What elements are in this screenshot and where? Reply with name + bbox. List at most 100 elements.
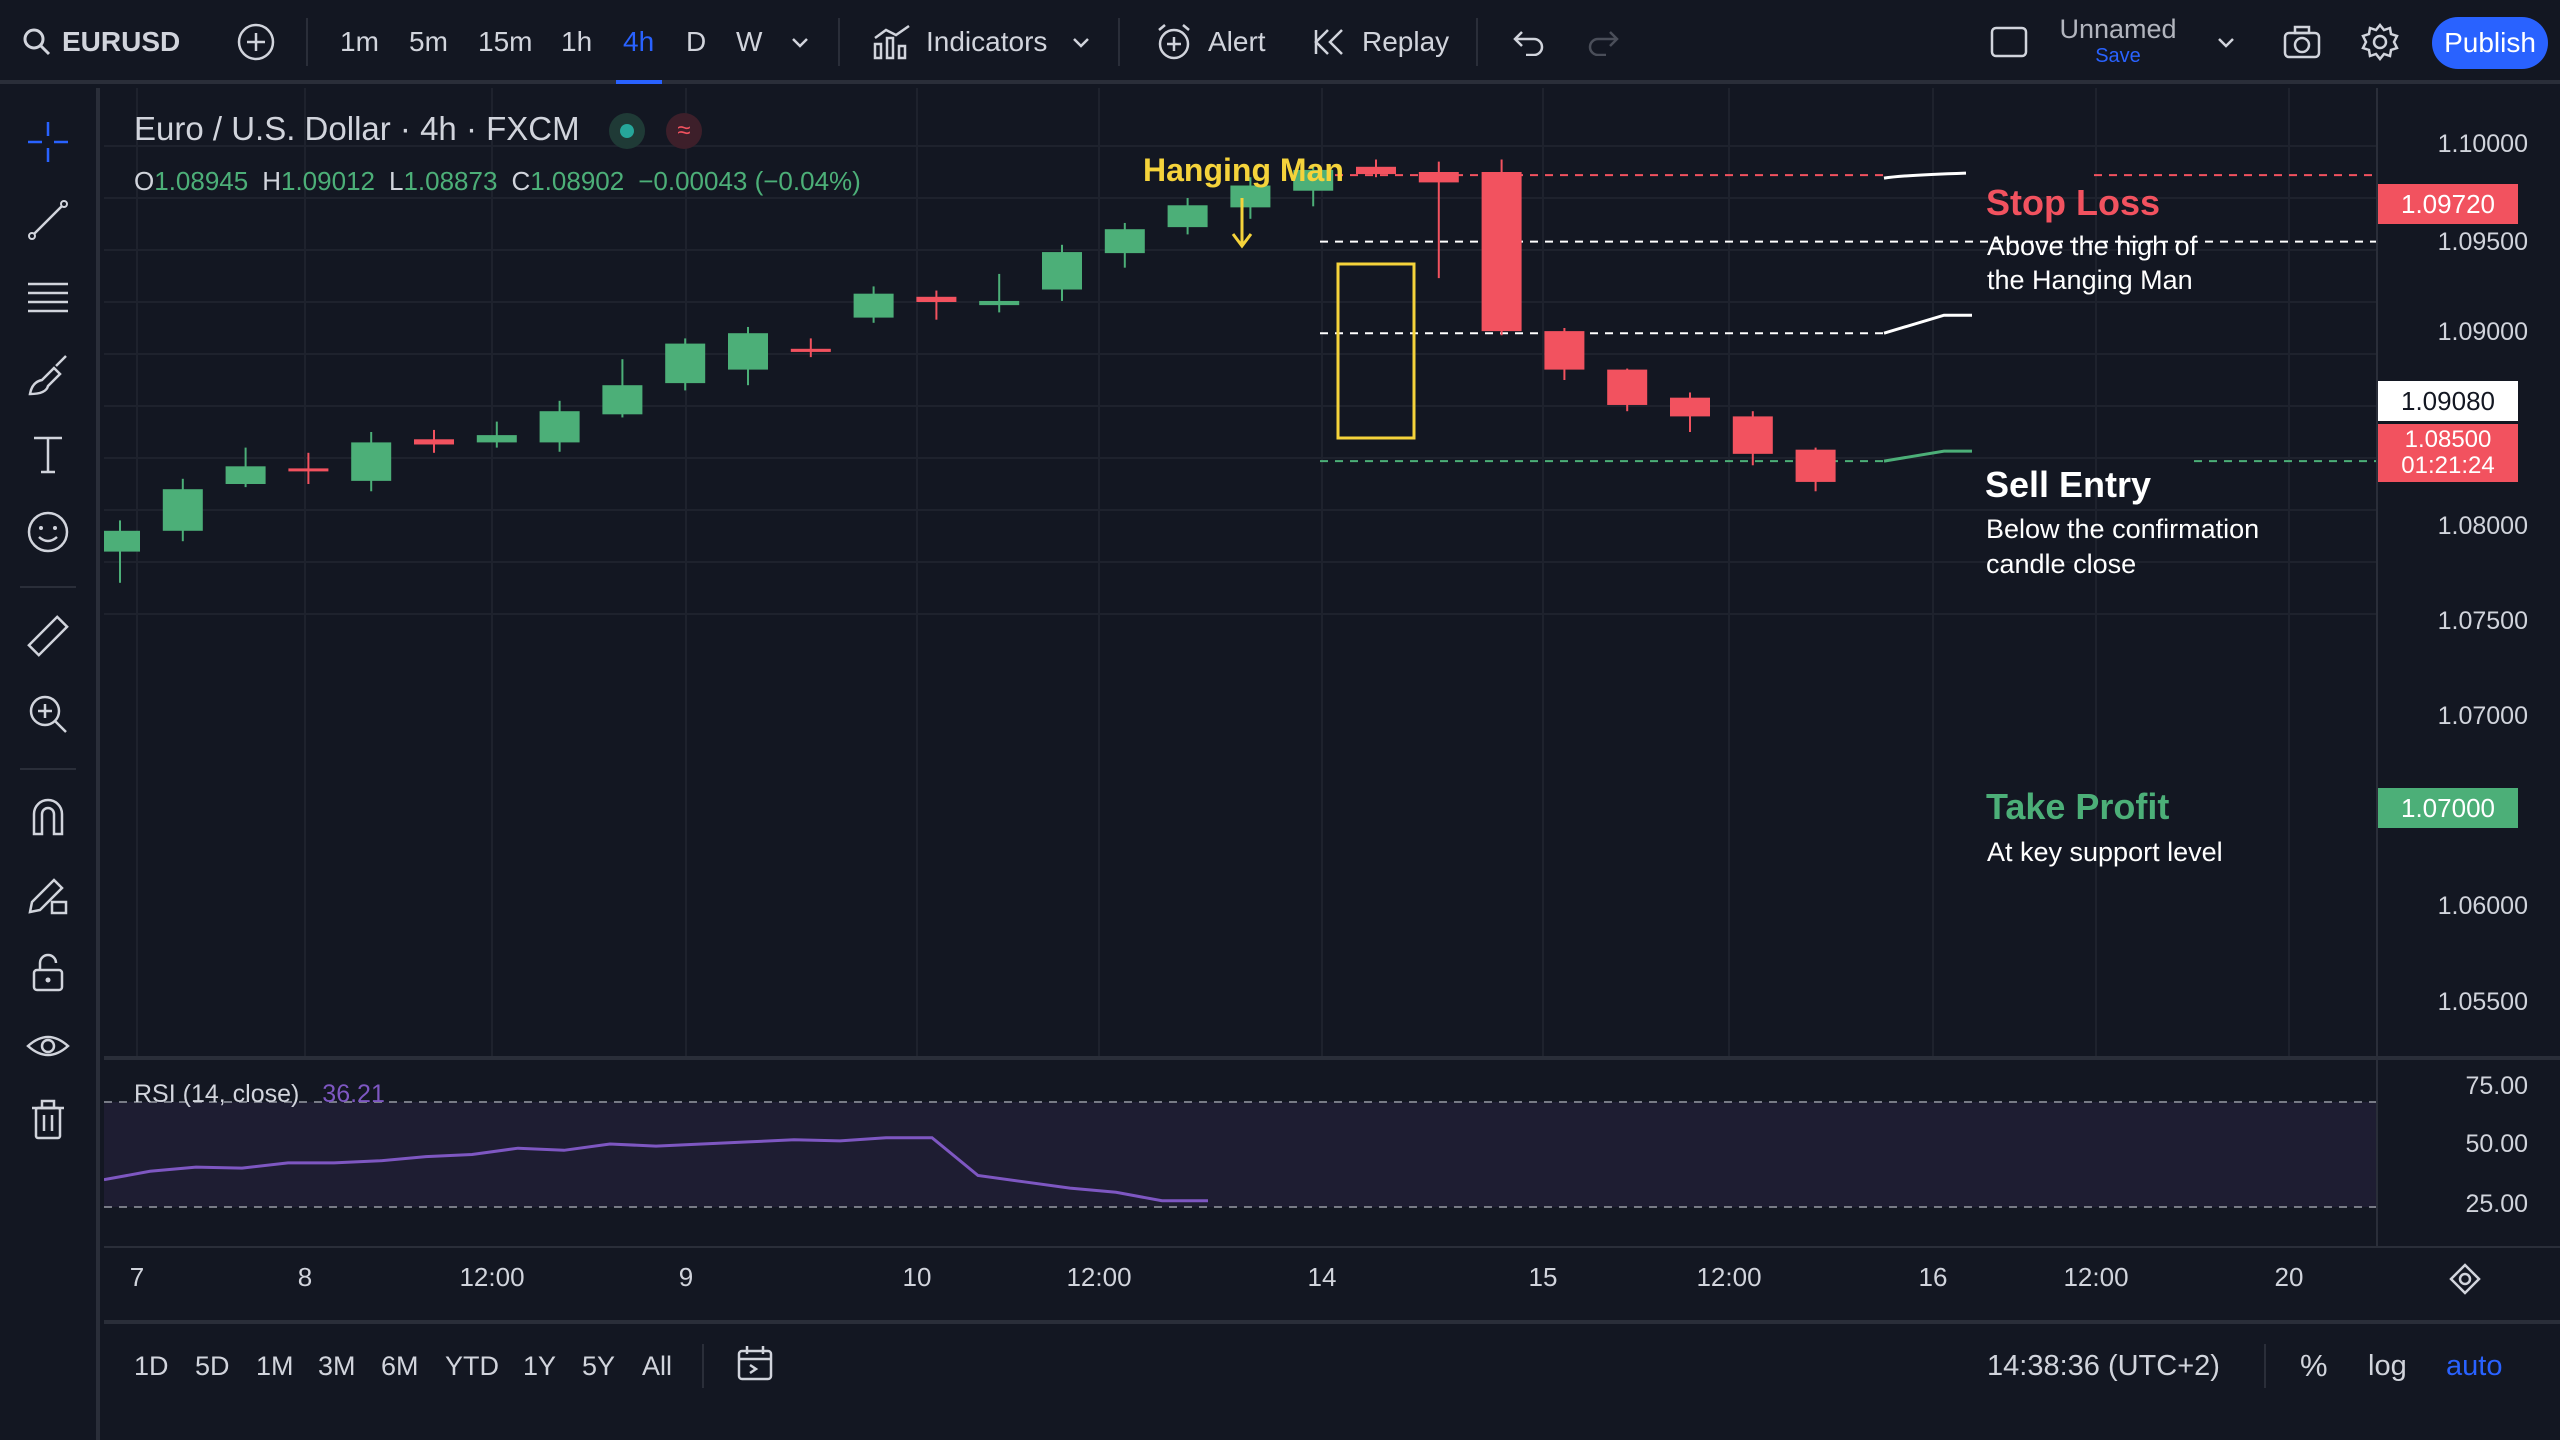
timeframe-dropdown[interactable] — [788, 0, 812, 84]
range-5y[interactable]: 5Y — [582, 1350, 616, 1381]
redo-button[interactable] — [1586, 0, 1620, 84]
divider — [20, 586, 76, 588]
price-label: 1.07000 — [2437, 702, 2528, 730]
bearish-candle — [1544, 331, 1585, 370]
text-icon — [26, 432, 70, 481]
timezone-clock[interactable]: 14:38:36 (UTC+2) — [1987, 1349, 2220, 1382]
range-1y[interactable]: 1Y — [523, 1350, 557, 1381]
take-profit-text: At key support level — [1987, 837, 2223, 867]
hanging-man-label: Hanging Man — [1143, 152, 1344, 188]
snapshot-button[interactable] — [2282, 0, 2322, 84]
settings-button[interactable] — [2360, 0, 2400, 84]
low-value: 1.08873 — [403, 166, 498, 196]
layout-toggle[interactable] — [1990, 0, 2028, 84]
bearish-candle — [1481, 172, 1522, 332]
trend-line-tool[interactable] — [22, 196, 74, 248]
range-6m[interactable]: 6M — [381, 1350, 419, 1381]
emoji-tool[interactable] — [22, 508, 74, 560]
text-tool[interactable] — [22, 430, 74, 482]
stop-loss-text-line2: the Hanging Man — [1987, 265, 2193, 295]
replay-button[interactable]: Replay — [1312, 0, 1449, 84]
lock-tool[interactable] — [22, 948, 74, 1000]
market-status-dot — [608, 113, 645, 150]
alert-button[interactable]: Alert — [1154, 0, 1266, 84]
auto-scale-toggle[interactable]: auto — [2446, 1349, 2503, 1382]
measure-tool[interactable] — [22, 612, 74, 664]
crosshair-icon — [26, 120, 70, 169]
hanging-man-box — [1336, 262, 1416, 440]
price-chart[interactable] — [104, 88, 2376, 1058]
publish-button[interactable]: Publish — [2432, 17, 2548, 69]
alarm-clock-icon — [1154, 22, 1194, 62]
go-to-date-button[interactable] — [736, 1340, 774, 1392]
price-axis[interactable] — [2376, 88, 2560, 1246]
range-1d[interactable]: 1D — [134, 1350, 169, 1381]
alert-label: Alert — [1208, 26, 1266, 57]
trash-icon — [26, 1098, 70, 1147]
axis-settings-button[interactable] — [2448, 1262, 2482, 1301]
time-label: 12:00 — [1066, 1262, 1132, 1292]
indicators-button[interactable]: Indicators — [872, 0, 1093, 84]
data-delay-icon[interactable]: ≈ — [665, 113, 702, 150]
timeframe-4h[interactable]: 4h — [623, 26, 655, 57]
brush-tool[interactable] — [22, 352, 74, 404]
take-profit-connector — [1883, 449, 1972, 463]
crosshair-price-tag: 1.09080 — [2378, 381, 2518, 421]
bullish-candle — [225, 466, 266, 484]
brush-icon — [26, 354, 70, 403]
bullish-candle — [602, 385, 643, 415]
pane-separator[interactable] — [104, 1056, 2560, 1060]
range-5d[interactable]: 5D — [195, 1350, 230, 1381]
price-label: 1.08000 — [2437, 512, 2528, 540]
time-label: 15 — [1528, 1262, 1558, 1292]
undo-button[interactable] — [1512, 0, 1546, 84]
divider — [20, 768, 76, 770]
trend-line-icon — [26, 198, 70, 247]
rsi-axis-label: 75.00 — [2465, 1072, 2528, 1100]
current-price-tag: 1.08500 01:21:24 — [2378, 424, 2518, 482]
layout-dropdown[interactable] — [2214, 0, 2238, 84]
fib-tool[interactable] — [22, 274, 74, 326]
remove-drawings-tool[interactable] — [22, 1096, 74, 1148]
bullish-candle — [476, 435, 517, 443]
visibility-tool[interactable] — [22, 1022, 74, 1074]
symbol-search[interactable]: EURUSD — [22, 0, 180, 84]
price-label: 1.10000 — [2437, 130, 2528, 158]
crosshair-tool[interactable] — [22, 118, 74, 170]
timeframe-15m[interactable]: 15m — [478, 26, 533, 57]
rsi-pane[interactable] — [104, 1062, 2376, 1246]
timeframe-w[interactable]: W — [736, 26, 763, 57]
rsi-legend: RSI (14, close) 36.21 — [134, 1080, 385, 1109]
range-all[interactable]: All — [642, 1350, 673, 1381]
timeframe-d[interactable]: D — [686, 26, 707, 57]
sell-entry-title: Sell Entry — [1985, 464, 2152, 505]
top-toolbar: EURUSD 1m 5m 15m 1h 4h D W Indicators Al… — [0, 0, 2560, 84]
lock-drawing-tool[interactable] — [22, 870, 74, 922]
timeframe-1m[interactable]: 1m — [340, 26, 379, 57]
bearish-candle — [790, 348, 831, 352]
timeframe-5m[interactable]: 5m — [409, 26, 448, 57]
compare-symbol-button[interactable] — [236, 0, 276, 84]
gear-icon — [2360, 22, 2400, 62]
range-1m[interactable]: 1M — [256, 1350, 294, 1381]
time-label: 7 — [129, 1262, 145, 1292]
plus-circle-icon — [236, 22, 276, 62]
log-scale-toggle[interactable]: log — [2368, 1349, 2407, 1382]
replay-icon — [1312, 26, 1348, 58]
zoom-tool[interactable] — [22, 690, 74, 742]
chevron-down-icon — [788, 30, 812, 54]
price-label: 1.09000 — [2437, 318, 2528, 346]
range-ytd[interactable]: YTD — [445, 1350, 499, 1381]
hanging-man-highlight — [1336, 262, 1416, 440]
time-axis[interactable] — [104, 1246, 2560, 1320]
bottom-toolbar — [104, 1320, 2560, 1440]
magnet-tool[interactable] — [22, 792, 74, 844]
timeframe-1h[interactable]: 1h — [561, 26, 593, 57]
indicators-label: Indicators — [926, 26, 1048, 57]
redo-icon — [1586, 28, 1620, 56]
percent-scale-toggle[interactable]: % — [2300, 1348, 2328, 1383]
divider — [838, 18, 840, 66]
rsi-axis-label: 25.00 — [2465, 1190, 2528, 1218]
layout-name[interactable]: Unnamed Save — [2058, 14, 2178, 74]
range-3m[interactable]: 3M — [318, 1350, 356, 1381]
